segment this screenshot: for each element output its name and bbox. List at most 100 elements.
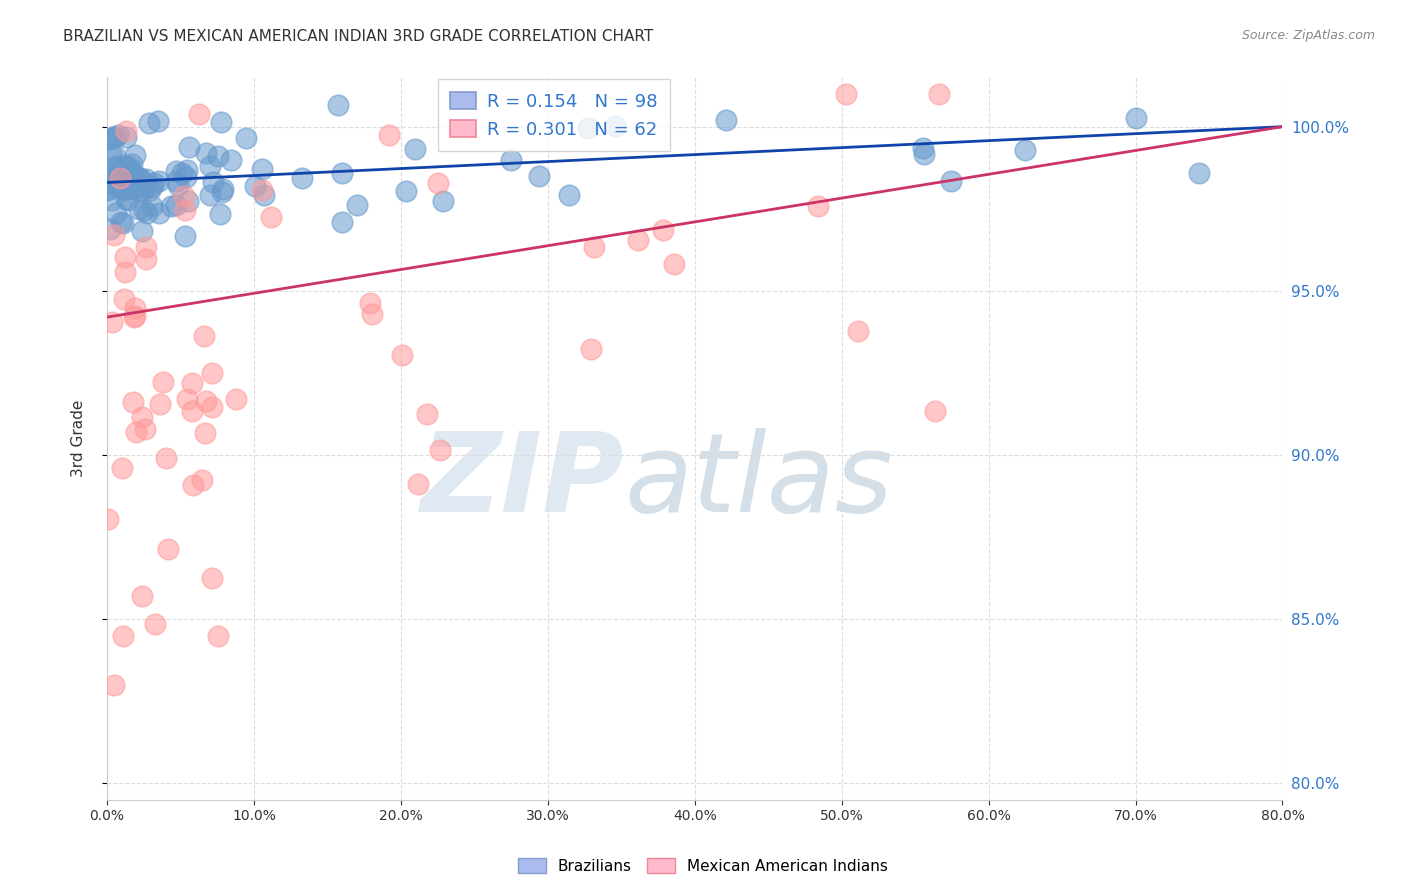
Point [250,182,273,196]
Point [135,172,157,186]
Point [114,250,136,264]
Point [207,149,229,163]
Point [194,425,217,440]
Point [110,215,132,229]
Point [101,130,124,145]
Point [122,310,145,324]
Point [129,172,152,186]
Point [96,183,118,197]
Point [405,142,427,156]
Point [107,160,129,174]
Point [160,199,183,213]
Point [139,183,162,197]
Point [135,240,157,254]
Point [135,206,157,220]
Point [98,182,121,196]
Point [941,174,963,188]
Point [131,410,153,425]
Legend: R = 0.154   N = 98, R = 0.301   N = 62: R = 0.154 N = 98, R = 0.301 N = 62 [437,79,669,151]
Point [243,179,266,194]
Point [408,476,430,491]
Legend: Brazilians, Mexican American Indians: Brazilians, Mexican American Indians [512,852,894,880]
Point [605,120,627,134]
Point [235,131,257,145]
Point [100,147,122,161]
Point [152,376,174,390]
Point [198,159,221,173]
Point [576,121,599,136]
Point [291,171,314,186]
Point [134,181,156,195]
Point [165,163,187,178]
Point [115,193,138,207]
Point [582,239,605,253]
Point [429,442,451,457]
Point [846,324,869,338]
Point [143,617,166,632]
Point [346,198,368,212]
Point [167,178,190,193]
Point [148,113,170,128]
Text: Source: ZipAtlas.com: Source: ZipAtlas.com [1241,29,1375,42]
Point [176,392,198,406]
Point [122,181,145,195]
Point [149,397,172,411]
Point [260,210,283,224]
Point [128,202,150,216]
Text: atlas: atlas [624,428,893,535]
Point [361,307,384,321]
Point [174,229,197,244]
Point [131,224,153,238]
Point [108,165,131,179]
Point [124,309,146,323]
Point [191,473,214,487]
Point [107,173,129,187]
Point [527,169,550,183]
Point [179,139,201,153]
Point [225,392,247,406]
Point [143,176,166,190]
Point [195,145,218,160]
Point [250,161,273,176]
Point [716,113,738,128]
Point [253,188,276,202]
Point [221,153,243,168]
Point [1014,144,1036,158]
Point [107,128,129,142]
Point [579,343,602,357]
Point [201,367,224,381]
Point [121,395,143,409]
Point [911,141,934,155]
Point [662,257,685,271]
Point [107,167,129,181]
Point [330,215,353,229]
Point [211,181,233,195]
Point [98,222,121,236]
Point [193,329,215,343]
Point [114,264,136,278]
Point [378,128,401,142]
Point [195,393,218,408]
Point [328,98,350,112]
Point [103,228,125,243]
Point [170,166,193,180]
Point [202,175,225,189]
Point [177,194,200,209]
Point [208,207,231,221]
Point [180,376,202,390]
Point [98,131,121,145]
Point [211,185,233,199]
Point [928,87,950,101]
Point [107,175,129,189]
Point [426,176,449,190]
Point [148,174,170,188]
Point [200,187,222,202]
Point [96,178,118,192]
Point [97,169,120,184]
Point [165,174,187,188]
Point [111,629,134,643]
Point [124,301,146,315]
Point [138,116,160,130]
Text: ZIP: ZIP [420,428,624,535]
Point [912,146,935,161]
